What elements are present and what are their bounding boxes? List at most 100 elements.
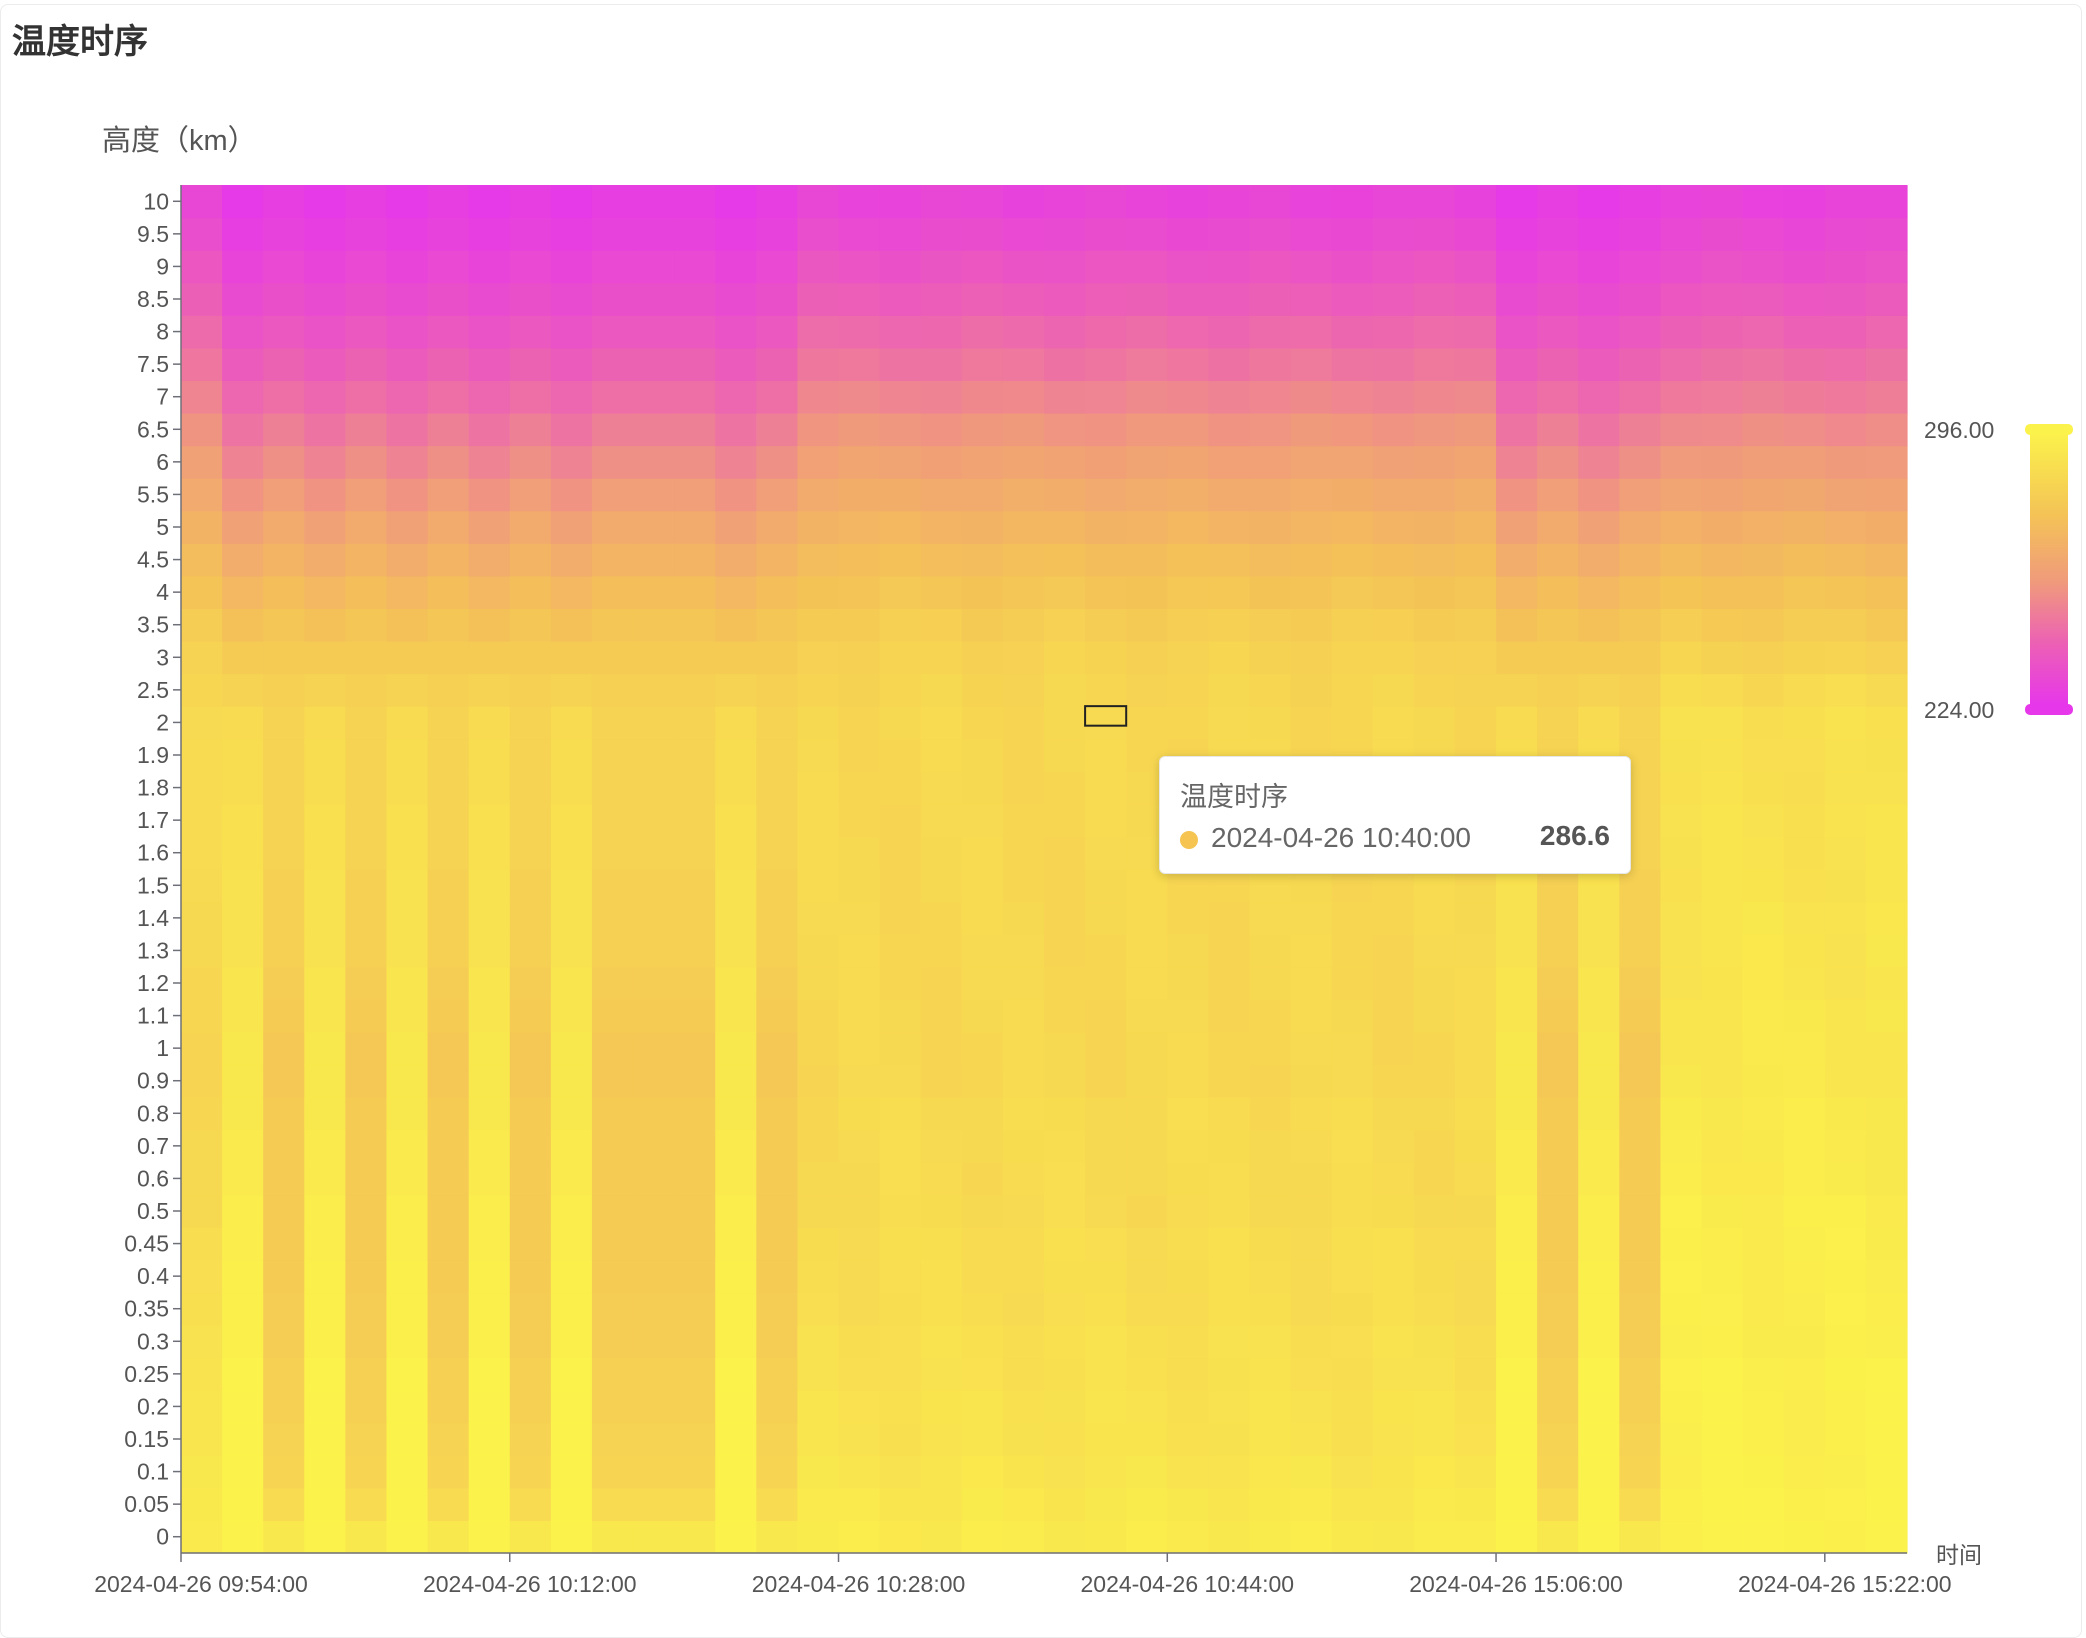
heatmap-cell[interactable] — [468, 380, 511, 414]
heatmap-cell[interactable] — [1208, 543, 1251, 577]
heatmap-cell[interactable] — [961, 1422, 1004, 1456]
heatmap-cell[interactable] — [879, 901, 922, 935]
heatmap-cell[interactable] — [181, 1227, 223, 1261]
heatmap-cell[interactable] — [1002, 250, 1045, 284]
heatmap-cell[interactable] — [1126, 1455, 1168, 1489]
heatmap-cell[interactable] — [386, 1357, 429, 1391]
heatmap-cell[interactable] — [1537, 1129, 1579, 1163]
heatmap-cell[interactable] — [1085, 1031, 1127, 1066]
heatmap-cell[interactable] — [1249, 1520, 1292, 1554]
heatmap-cell[interactable] — [797, 1064, 840, 1098]
heatmap-cell[interactable] — [715, 641, 757, 675]
heatmap-cell[interactable] — [674, 1325, 716, 1359]
heatmap-cell[interactable] — [1002, 380, 1045, 414]
heatmap-cell[interactable] — [1290, 1097, 1333, 1131]
heatmap-cell[interactable] — [591, 1422, 634, 1456]
heatmap-cell[interactable] — [1619, 478, 1662, 512]
heatmap-cell[interactable] — [468, 1064, 511, 1098]
heatmap-cell[interactable] — [345, 1325, 388, 1359]
heatmap-cell[interactable] — [304, 445, 346, 479]
heatmap-cell[interactable] — [1660, 1390, 1703, 1424]
heatmap-cell[interactable] — [1044, 1097, 1086, 1131]
heatmap-cell[interactable] — [1290, 1455, 1333, 1489]
heatmap-cell[interactable] — [1578, 1162, 1620, 1196]
heatmap-cell[interactable] — [1167, 282, 1209, 316]
heatmap-cell[interactable] — [1742, 347, 1785, 382]
heatmap-cell[interactable] — [838, 1194, 881, 1228]
heatmap-cell[interactable] — [1537, 185, 1579, 219]
heatmap-cell[interactable] — [1824, 1487, 1867, 1522]
heatmap-cell[interactable] — [550, 380, 593, 414]
heatmap-cell[interactable] — [838, 1357, 881, 1391]
heatmap-cell[interactable] — [1619, 1227, 1662, 1261]
heatmap-cell[interactable] — [591, 1129, 634, 1163]
heatmap-cell[interactable] — [1701, 673, 1744, 707]
heatmap-cell[interactable] — [838, 510, 881, 544]
heatmap-cell[interactable] — [879, 771, 922, 805]
heatmap-cell[interactable] — [1824, 478, 1867, 512]
heatmap-cell[interactable] — [1578, 510, 1620, 544]
heatmap-cell[interactable] — [1619, 1129, 1662, 1163]
heatmap-cell[interactable] — [1742, 510, 1785, 544]
heatmap-cell[interactable] — [1044, 543, 1086, 577]
heatmap-cell[interactable] — [1413, 641, 1456, 675]
heatmap-cell[interactable] — [304, 1487, 346, 1522]
heatmap-cell[interactable] — [222, 901, 264, 935]
heatmap-cell[interactable] — [468, 478, 511, 512]
heatmap-cell[interactable] — [1783, 543, 1826, 577]
heatmap-cell[interactable] — [674, 510, 716, 544]
heatmap-cell[interactable] — [181, 282, 223, 316]
heatmap-cell[interactable] — [838, 934, 881, 968]
heatmap-cell[interactable] — [222, 934, 264, 968]
heatmap-cell[interactable] — [1824, 966, 1867, 1000]
heatmap-cell[interactable] — [920, 1227, 963, 1261]
heatmap-cell[interactable] — [550, 1064, 593, 1098]
heatmap-cell[interactable] — [920, 1357, 963, 1391]
heatmap-cell[interactable] — [1496, 706, 1538, 740]
heatmap-cell[interactable] — [468, 282, 511, 316]
heatmap-cell[interactable] — [797, 1194, 840, 1228]
heatmap-cell[interactable] — [1126, 1357, 1168, 1391]
heatmap-cell[interactable] — [1085, 966, 1127, 1000]
heatmap-cell[interactable] — [1290, 1390, 1333, 1424]
heatmap-cell[interactable] — [1249, 1259, 1292, 1294]
heatmap-cell[interactable] — [386, 185, 429, 219]
heatmap-cell[interactable] — [1208, 1520, 1251, 1554]
heatmap-cell[interactable] — [879, 510, 922, 544]
heatmap-cell[interactable] — [1372, 1422, 1415, 1456]
heatmap-cell[interactable] — [386, 543, 429, 577]
heatmap-cell[interactable] — [1824, 771, 1867, 805]
heatmap-cell[interactable] — [345, 1227, 388, 1261]
heatmap-cell[interactable] — [1208, 966, 1251, 1000]
heatmap-cell[interactable] — [181, 1325, 223, 1359]
heatmap-cell[interactable] — [756, 771, 799, 805]
heatmap-cell[interactable] — [1454, 1194, 1497, 1228]
heatmap-cell[interactable] — [1454, 510, 1497, 544]
heatmap-cell[interactable] — [1660, 901, 1703, 935]
heatmap-cell[interactable] — [550, 510, 593, 544]
heatmap-cell[interactable] — [1002, 771, 1045, 805]
heatmap-cell[interactable] — [1085, 1422, 1127, 1456]
heatmap-cell[interactable] — [715, 185, 757, 219]
heatmap-cell[interactable] — [222, 803, 264, 838]
heatmap-cell[interactable] — [263, 1325, 305, 1359]
heatmap-cell[interactable] — [1783, 673, 1826, 707]
heatmap-cell[interactable] — [633, 575, 675, 610]
heatmap-cell[interactable] — [263, 1194, 305, 1228]
heatmap-cell[interactable] — [1372, 1097, 1415, 1131]
heatmap-cell[interactable] — [181, 803, 223, 838]
heatmap-cell[interactable] — [550, 217, 593, 251]
heatmap-cell[interactable] — [509, 1422, 552, 1456]
heatmap-cell[interactable] — [879, 738, 922, 772]
heatmap-cell[interactable] — [1701, 1292, 1744, 1326]
heatmap-cell[interactable] — [1413, 608, 1456, 642]
heatmap-cell[interactable] — [550, 1487, 593, 1522]
heatmap-cell[interactable] — [1167, 1129, 1209, 1163]
heatmap-cell[interactable] — [1824, 934, 1867, 968]
heatmap-cell[interactable] — [181, 1259, 223, 1294]
heatmap-cell[interactable] — [1783, 380, 1826, 414]
heatmap-cell[interactable] — [1496, 1162, 1538, 1196]
heatmap-cell[interactable] — [591, 315, 634, 349]
heatmap-cell[interactable] — [468, 999, 511, 1033]
heatmap-cell[interactable] — [1783, 869, 1826, 903]
